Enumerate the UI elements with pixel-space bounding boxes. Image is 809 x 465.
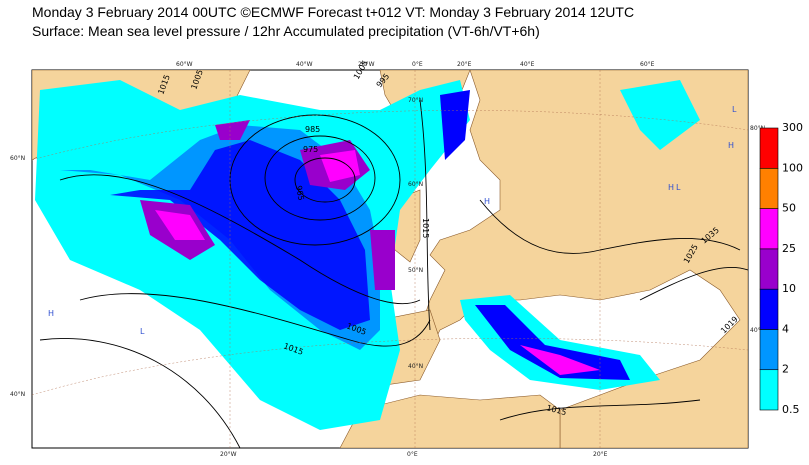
colorbar-segment (759, 208, 779, 250)
top-label: 20°W (358, 61, 375, 68)
inner-label: 50°N (408, 267, 423, 274)
centre-label: H (728, 141, 734, 150)
isobar-label: 985 (305, 125, 320, 134)
colorbar-label: 100 (782, 161, 803, 174)
inner-label: 80°N (750, 125, 765, 132)
colorbar-segment (759, 167, 779, 209)
left-label: 40°N (10, 391, 25, 398)
colorbar-label: 0.5 (782, 403, 800, 416)
top-label: 20°E (457, 61, 472, 68)
geo-labels: 60°W 40°W 20°W 0°E 20°E 40°E 60°E 20°W 0… (10, 61, 765, 458)
colorbar: 0.5 2 4 10 25 50 100 300 (759, 121, 803, 416)
colorbar-segment (759, 127, 779, 169)
top-label: 0°E (412, 61, 423, 68)
centre-label: H (668, 183, 674, 192)
colorbar-segment (759, 288, 779, 330)
top-label: 60°E (640, 61, 655, 68)
bottom-label: 20°E (593, 451, 608, 458)
isobar-label: 965 (294, 185, 306, 202)
centre-label: L (140, 327, 145, 336)
inner-label: 60°N (408, 181, 423, 188)
top-label: 60°W (176, 61, 193, 68)
precipitation (35, 80, 700, 430)
inner-label: 40°E (750, 327, 765, 334)
colorbar-segment (759, 369, 779, 411)
colorbar-label: 25 (782, 242, 796, 255)
colorbar-label: 300 (782, 121, 803, 134)
pressure-centres: H L H H L H L (48, 105, 737, 336)
graticule (32, 70, 748, 448)
map-body (32, 70, 748, 448)
top-label: 40°W (296, 61, 313, 68)
bottom-label: 20°W (220, 451, 237, 458)
centre-label: L (676, 183, 681, 192)
subtitle-line: Surface: Mean sea level pressure / 12hr … (32, 23, 540, 39)
centre-label: L (732, 105, 737, 114)
colorbar-segment (759, 329, 779, 371)
isobar-label: 1015 (421, 218, 430, 238)
isobars (39, 99, 748, 448)
inner-label: 40°N (408, 363, 423, 370)
centre-label: H (48, 309, 54, 318)
centre-label: H (484, 197, 490, 206)
isobar-label: 975 (303, 145, 318, 154)
title-line: Monday 3 February 2014 00UTC ©ECMWF Fore… (32, 4, 635, 20)
left-label: 60°N (10, 155, 25, 162)
top-label: 40°E (520, 61, 535, 68)
bottom-label: 0°E (407, 451, 418, 458)
colorbar-label: 4 (782, 322, 789, 335)
inner-label: 70°N (408, 97, 423, 104)
colorbar-label: 10 (782, 282, 796, 295)
colorbar-label: 50 (782, 202, 796, 215)
colorbar-segment (759, 248, 779, 290)
colorbar-label: 2 (782, 363, 789, 376)
